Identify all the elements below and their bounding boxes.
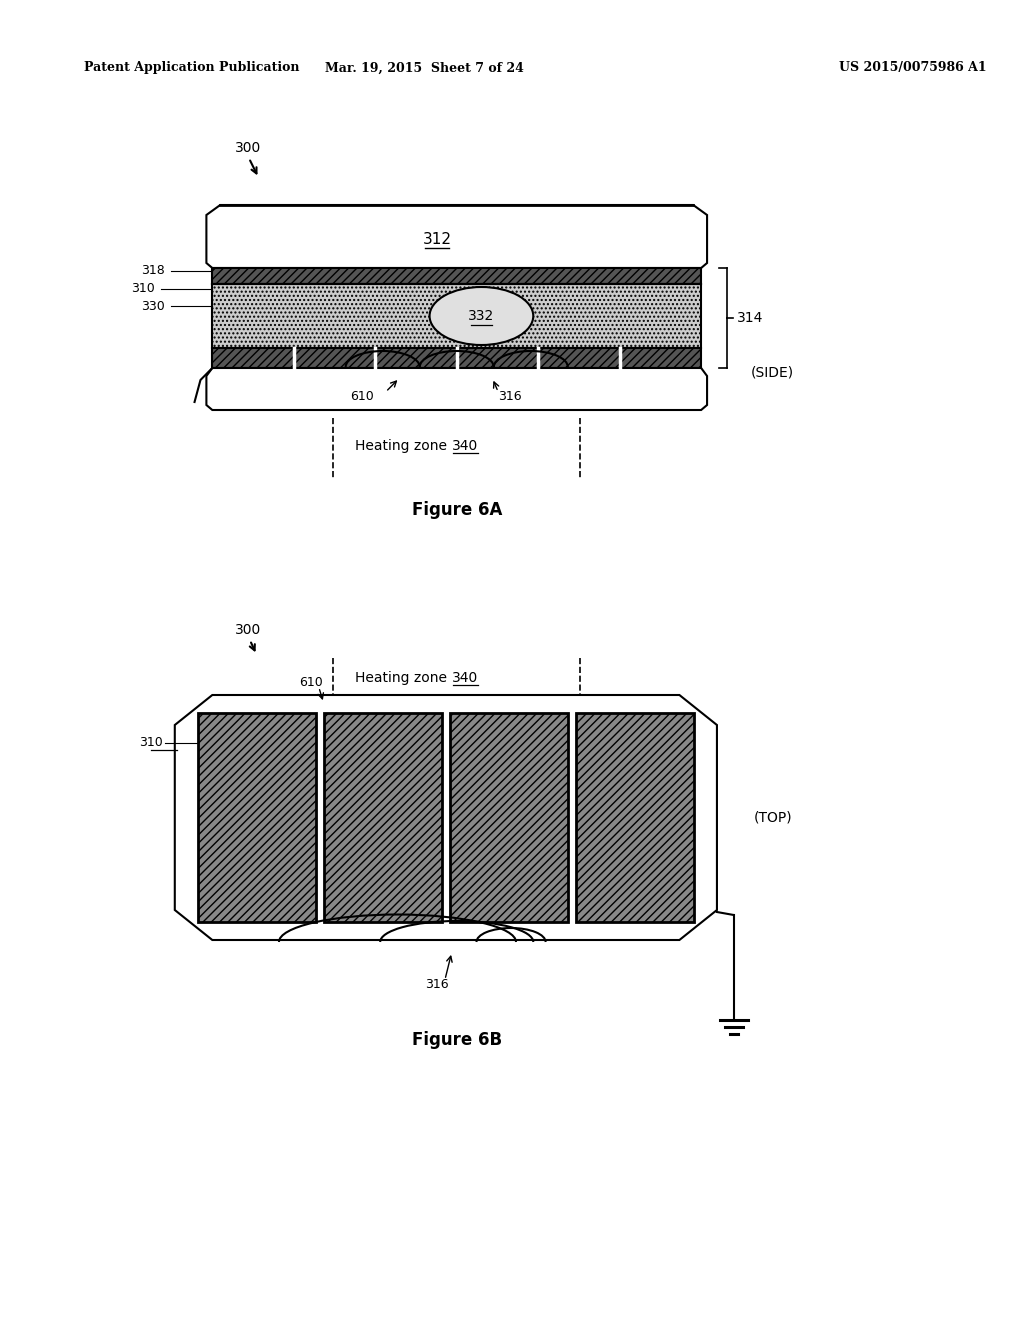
Text: 300: 300 — [236, 623, 261, 638]
Text: Mar. 19, 2015  Sheet 7 of 24: Mar. 19, 2015 Sheet 7 of 24 — [326, 62, 524, 74]
Polygon shape — [175, 696, 717, 940]
Bar — [212, 268, 701, 284]
Text: Heating zone: Heating zone — [355, 440, 452, 453]
Text: Figure 6B: Figure 6B — [412, 1031, 502, 1049]
Bar — [212, 284, 701, 348]
Polygon shape — [207, 205, 707, 268]
Text: 340: 340 — [452, 671, 478, 685]
Text: 318: 318 — [141, 264, 165, 277]
Bar — [450, 713, 568, 921]
Text: (TOP): (TOP) — [754, 810, 793, 825]
Text: Figure 6A: Figure 6A — [412, 502, 502, 519]
Bar — [324, 713, 442, 921]
Text: 310: 310 — [139, 737, 163, 750]
Text: 340: 340 — [452, 440, 478, 453]
Bar — [575, 713, 694, 921]
Text: US 2015/0075986 A1: US 2015/0075986 A1 — [840, 62, 987, 74]
Ellipse shape — [430, 286, 534, 345]
Bar — [198, 713, 315, 921]
Text: 316: 316 — [499, 389, 522, 403]
Text: 330: 330 — [141, 300, 165, 313]
Text: 316: 316 — [425, 978, 449, 991]
Text: 300: 300 — [236, 141, 261, 154]
Text: 312: 312 — [423, 232, 452, 247]
Text: 314: 314 — [736, 312, 763, 325]
Text: Heating zone: Heating zone — [355, 671, 452, 685]
Text: 610: 610 — [299, 676, 323, 689]
Text: Patent Application Publication: Patent Application Publication — [84, 62, 299, 74]
Text: 310: 310 — [131, 282, 155, 296]
Bar — [212, 348, 701, 368]
Text: (SIDE): (SIDE) — [751, 366, 794, 380]
Text: 332: 332 — [468, 309, 495, 323]
Polygon shape — [207, 368, 707, 411]
Text: 610: 610 — [350, 389, 374, 403]
